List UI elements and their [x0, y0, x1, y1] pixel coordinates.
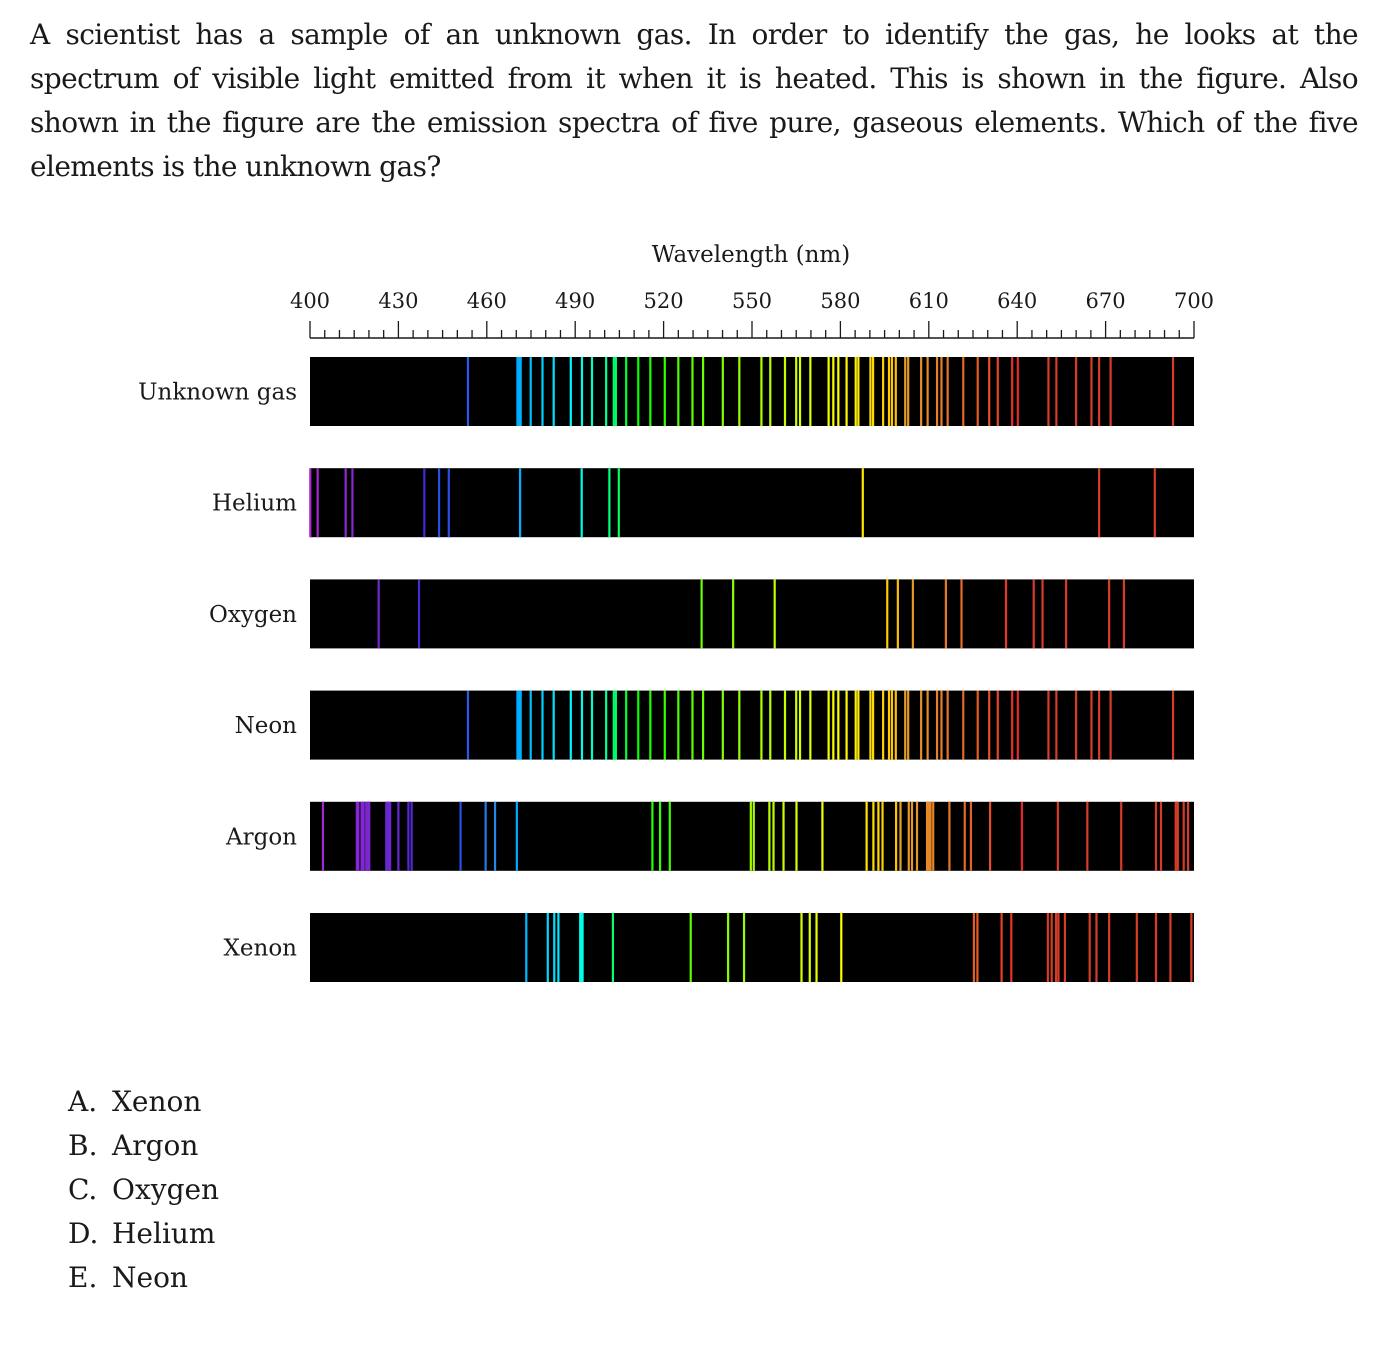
choice-a[interactable]: A. Xenon [68, 1080, 219, 1124]
spectrum-label: Neon [235, 713, 298, 739]
spectrum-label: Oxygen [209, 602, 297, 628]
tick-label: 490 [555, 289, 595, 313]
answer-choices: A. Xenon B. Argon C. Oxygen D. Helium E. Neon [68, 1080, 219, 1300]
choice-text: Helium [112, 1217, 216, 1250]
choice-text: Argon [112, 1129, 199, 1162]
spectrum-label: Xenon [224, 936, 298, 962]
choice-b[interactable]: B. Argon [68, 1124, 219, 1168]
choice-text: Xenon [112, 1085, 202, 1118]
tick-label: 460 [467, 289, 507, 313]
choice-text: Neon [112, 1261, 188, 1294]
tick-label: 700 [1174, 289, 1214, 313]
choice-letter: C. [68, 1173, 98, 1206]
choice-letter: E. [68, 1261, 98, 1294]
tick-label: 550 [732, 289, 772, 313]
choice-e[interactable]: E. Neon [68, 1256, 219, 1300]
axis-title: Wavelength (nm) [652, 242, 850, 268]
question-text: A scientist has a sample of an unknown g… [30, 18, 1359, 183]
tick-label: 580 [820, 289, 860, 313]
spectrum-band [310, 913, 1194, 982]
choice-letter: A. [68, 1085, 98, 1118]
spectrum-band [310, 579, 1194, 649]
spectrum-band [310, 801, 1194, 871]
choice-letter: D. [68, 1217, 99, 1250]
spectrum-band [310, 357, 1194, 426]
spectrum-band [310, 468, 1194, 538]
tick-label: 610 [909, 289, 949, 313]
tick-label: 430 [378, 289, 418, 313]
spectrum-label: Helium [212, 491, 297, 517]
choice-text: Oxygen [112, 1173, 220, 1206]
spectrum-label: Argon [225, 824, 297, 850]
tick-label: 520 [644, 289, 684, 313]
tick-label: 670 [1086, 289, 1126, 313]
tick-label: 400 [290, 289, 330, 313]
choice-letter: B. [68, 1129, 98, 1162]
choice-c[interactable]: C. Oxygen [68, 1168, 219, 1212]
spectrum-band [310, 690, 1194, 760]
choice-d[interactable]: D. Helium [68, 1212, 219, 1256]
spectrum-label: Unknown gas [138, 380, 297, 406]
tick-label: 640 [997, 289, 1037, 313]
